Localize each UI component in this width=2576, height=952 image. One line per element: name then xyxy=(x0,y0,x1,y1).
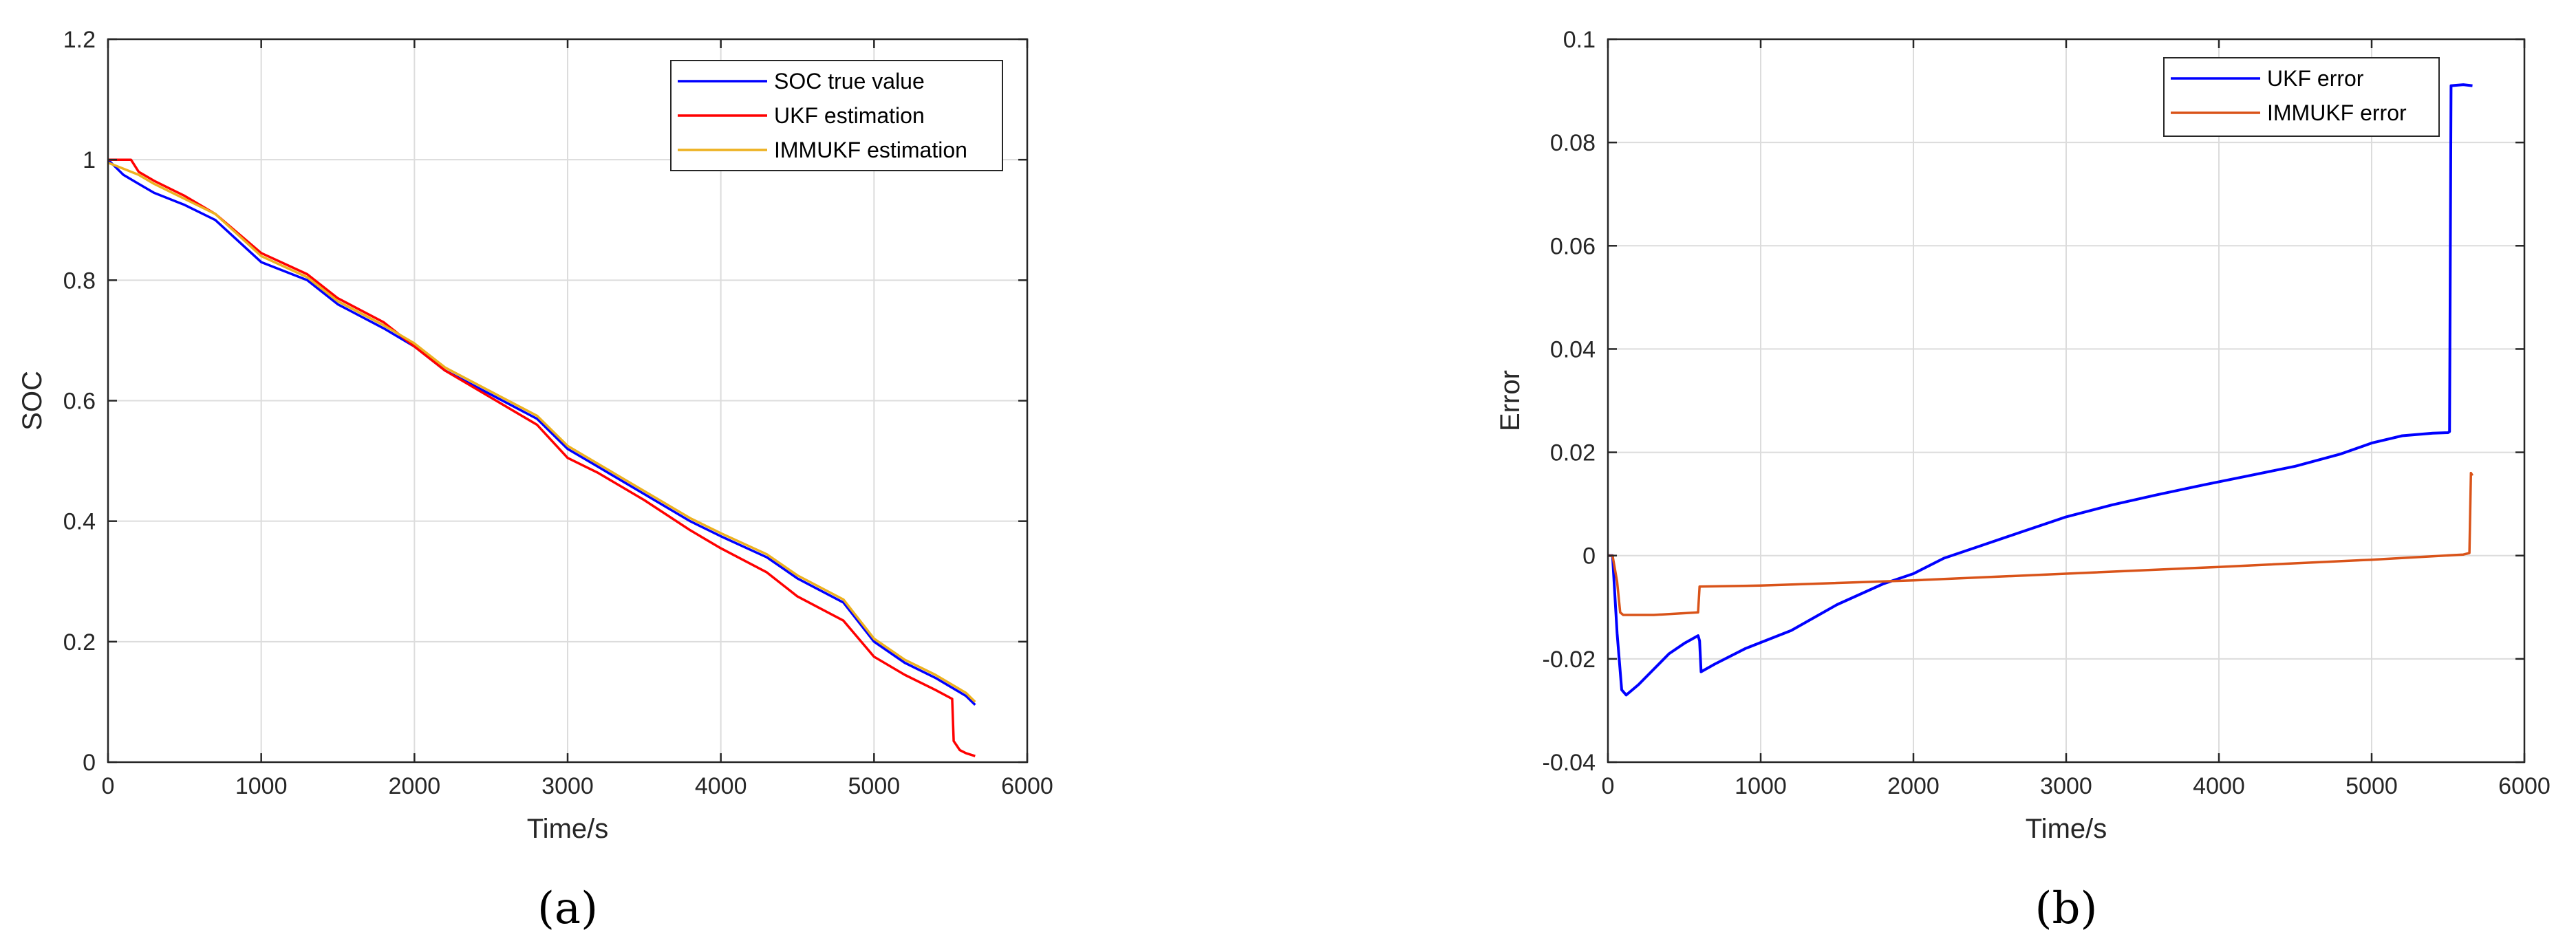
series-line-3 xyxy=(108,161,976,703)
x-axis-label: Time/s xyxy=(527,814,609,844)
chart-panel-1: 0 1000 2000 3000 4000 5000 6000 0 0.2 0.4 0.6 0.8 1 1… xyxy=(17,27,1053,934)
series-line-1 xyxy=(108,158,976,706)
legend-entry-label: IMMUKF estimation xyxy=(774,138,967,162)
x-tick-label: 5000 xyxy=(2346,773,2398,799)
y-tick-label: -0.04 xyxy=(1543,750,1596,776)
x-tick-label: 2000 xyxy=(1887,773,1940,799)
x-axis-label: Time/s xyxy=(2026,814,2107,844)
x-tick-label: 2000 xyxy=(389,773,441,799)
y-tick-label: 1.2 xyxy=(63,27,96,53)
x-tick-label: 3000 xyxy=(541,773,594,799)
y-tick-label: 0.6 xyxy=(63,389,96,415)
legend-entry-label: IMMUKF error xyxy=(2267,100,2407,125)
y-tick-label: 0.08 xyxy=(1550,130,1596,156)
legend-entry-label: SOC true value xyxy=(774,69,925,94)
y-tick-label: 0.1 xyxy=(1563,27,1596,53)
y-tick-label: 0.04 xyxy=(1550,336,1596,363)
panel-label: (b) xyxy=(2035,883,2098,934)
legend-box xyxy=(2163,57,2440,137)
x-tick-label: 4000 xyxy=(2193,773,2245,799)
x-tick-label: 5000 xyxy=(848,773,901,799)
panel-label: (a) xyxy=(537,883,598,934)
y-tick-label: 0 xyxy=(1582,543,1596,570)
x-tick-label: 3000 xyxy=(2040,773,2092,799)
legend: UKF error IMMUKF error xyxy=(2163,57,2440,137)
chart-panel-2: 0 1000 2000 3000 4000 5000 6000 -0.04 -0.02 0 0.02… xyxy=(1495,27,2551,934)
y-axis-label: SOC xyxy=(17,371,47,431)
x-tick-label: 4000 xyxy=(695,773,747,799)
y-tick-label: 1 xyxy=(83,147,96,173)
x-tick-label: 0 xyxy=(1602,773,1615,799)
series-line-2 xyxy=(1608,471,2474,616)
x-tick-label: 1000 xyxy=(235,773,288,799)
y-tick-label: -0.02 xyxy=(1543,647,1596,673)
y-tick-label: 0.06 xyxy=(1550,233,1596,259)
series-line-1 xyxy=(1608,83,2473,697)
y-tick-label: 0 xyxy=(83,750,96,776)
y-axis-label: Error xyxy=(1495,370,1525,431)
series-line-2 xyxy=(108,158,976,757)
y-tick-label: 0.02 xyxy=(1550,440,1596,466)
y-tick-label: 0.8 xyxy=(63,268,96,294)
legend: SOC true value UKF estimation IMMUKF estim… xyxy=(670,60,1003,171)
legend-entry-label: UKF error xyxy=(2267,66,2364,91)
y-tick-label: 0.4 xyxy=(63,509,96,535)
y-tick-label: 0.2 xyxy=(63,629,96,656)
legend-entry-label: UKF estimation xyxy=(774,103,925,128)
x-tick-label: 6000 xyxy=(1001,773,1053,799)
x-tick-label: 0 xyxy=(102,773,115,799)
x-tick-label: 1000 xyxy=(1735,773,1787,799)
x-tick-label: 6000 xyxy=(2498,773,2551,799)
